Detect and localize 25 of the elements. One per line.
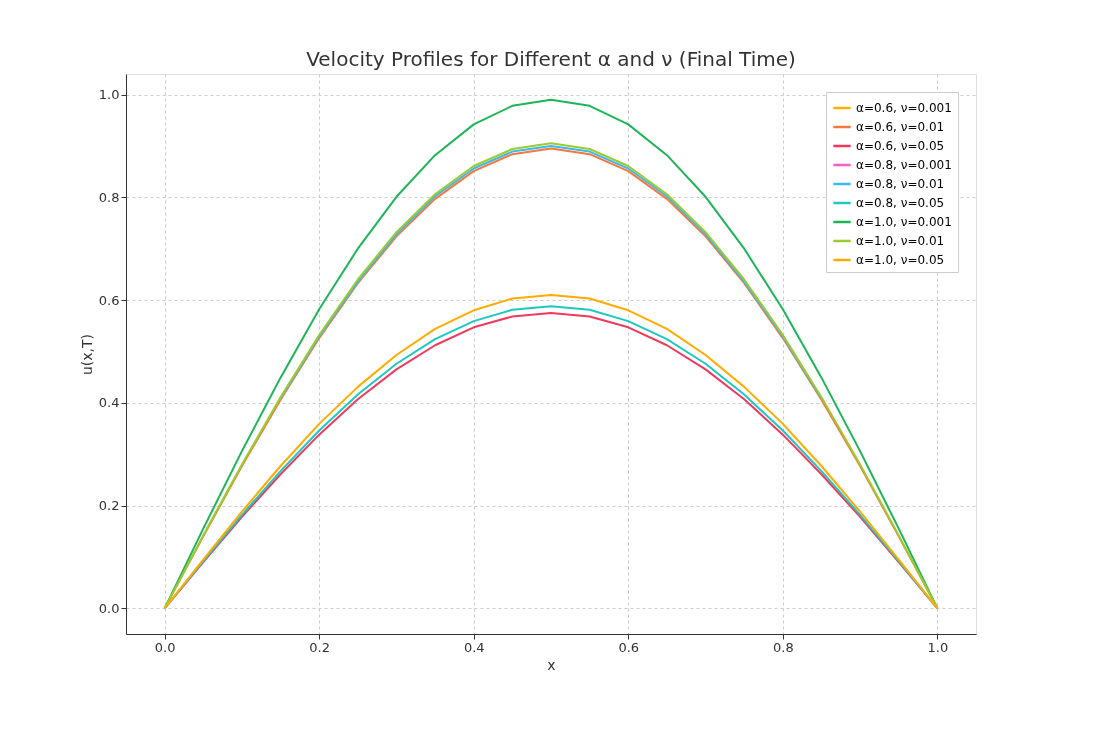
x-axis-title: x: [547, 656, 556, 673]
legend-label: α=1.0, ν=0.05: [856, 253, 945, 267]
x-tick-label: 0.8: [772, 639, 794, 655]
y-tick-label: 0.8: [98, 189, 120, 205]
y-tick-label: 1.0: [98, 87, 120, 103]
legend-label: α=0.8, ν=0.001: [856, 158, 952, 172]
legend-label: α=0.6, ν=0.05: [856, 139, 945, 153]
y-tick-label: 0.4: [98, 395, 120, 411]
x-tick-label: 0.6: [618, 639, 640, 655]
legend-label: α=1.0, ν=0.001: [856, 215, 952, 229]
x-tick-label: 0.4: [463, 639, 485, 655]
legend-label: α=1.0, ν=0.01: [856, 234, 945, 248]
y-tick-label: 0.2: [98, 498, 120, 514]
x-tick-label: 1.0: [927, 639, 949, 655]
x-tick-label: 0.2: [309, 639, 331, 655]
y-axis-title: u(x,T): [78, 333, 95, 376]
legend-label: α=0.6, ν=0.01: [856, 120, 945, 134]
y-tick-label: 0.0: [98, 600, 120, 616]
chart-title: Velocity Profiles for Different α and ν (Final Time): [306, 47, 796, 71]
legend-label: α=0.6, ν=0.001: [856, 101, 952, 115]
legend-label: α=0.8, ν=0.05: [856, 196, 945, 210]
legend-label: α=0.8, ν=0.01: [856, 177, 945, 191]
y-tick-label: 0.6: [98, 292, 120, 308]
line-series: [279, 144, 823, 400]
x-tick-label: 0.0: [154, 639, 176, 655]
